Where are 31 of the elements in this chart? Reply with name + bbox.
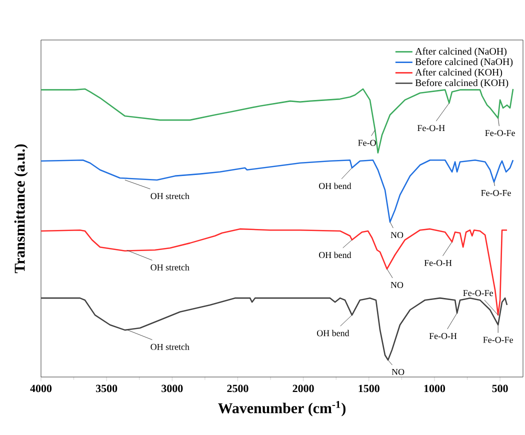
annotation: Fe-O-H bbox=[429, 333, 457, 340]
legend-label: After calcined (KOH) bbox=[415, 68, 502, 78]
y-axis-title: Transmittance (a.u.) bbox=[14, 144, 28, 274]
x-axis-title: Wavenumber (cm$^{-1}$) bbox=[218, 401, 346, 416]
x-tick-label: 2500 bbox=[227, 384, 248, 392]
x-tick-label: 3000 bbox=[162, 384, 183, 392]
annotation: OH bend bbox=[319, 252, 352, 258]
x-tick-label: 2000 bbox=[292, 384, 314, 392]
x-tick-label: 500 bbox=[492, 384, 508, 392]
legend-label: Before calcined (NaOH) bbox=[415, 58, 513, 68]
legend-label: After calcined (NaOH) bbox=[415, 48, 506, 57]
annotation: Fe-O-H bbox=[424, 260, 452, 266]
x-tick-label: 1000 bbox=[424, 384, 446, 392]
annotation: OH stretch bbox=[150, 192, 190, 200]
annotation: Fe-O-Fe bbox=[481, 190, 511, 196]
x-tick-label: 3500 bbox=[96, 384, 118, 392]
annotation: OH stretch bbox=[150, 264, 190, 270]
annotation: OH stretch bbox=[150, 344, 190, 350]
annotation: Fe-O-Fe bbox=[485, 130, 515, 136]
annotation: NO bbox=[390, 282, 404, 288]
annotation: OH bend bbox=[319, 182, 352, 190]
x-tick-label: 4000 bbox=[30, 384, 52, 392]
annotation: Fe-O bbox=[358, 140, 376, 146]
legend-label: Before calcined (KOH) bbox=[415, 79, 508, 88]
annotation: Fe-O-Fe bbox=[463, 290, 493, 296]
annotation: OH bend bbox=[317, 330, 350, 336]
x-tick-label: 1500 bbox=[358, 384, 380, 392]
annotation: NO bbox=[392, 368, 404, 376]
annotation: Fe-O-Fe bbox=[483, 336, 513, 343]
annotation: NO bbox=[390, 232, 404, 238]
annotation: Fe-O-H bbox=[417, 125, 445, 132]
